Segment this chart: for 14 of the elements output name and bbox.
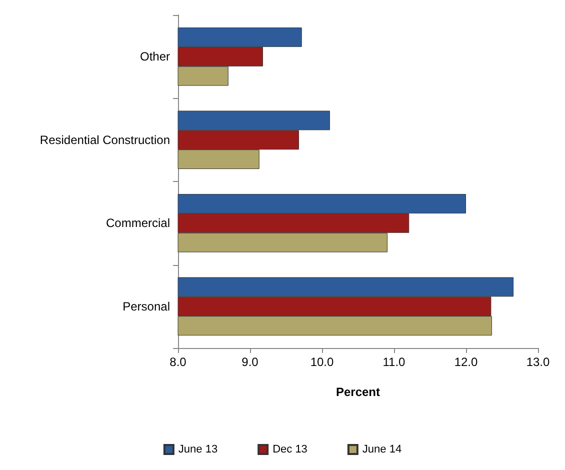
x-axis-title: Percent: [336, 385, 380, 399]
x-tick-label: 10.0: [310, 355, 334, 369]
x-tick-label: 12.0: [454, 355, 478, 369]
legend-label: June 14: [362, 444, 402, 456]
y-tick-label: Other: [140, 50, 170, 64]
y-tick-label: Commercial: [106, 216, 170, 230]
x-tick-label: 11.0: [382, 355, 406, 369]
x-tick-label: 13.0: [526, 355, 550, 369]
x-tick-label: 9.0: [242, 355, 259, 369]
y-tick-label: Residential Construction: [40, 132, 170, 147]
legend-label: June 13: [178, 444, 218, 456]
y-tick-label: Personal: [122, 299, 170, 314]
legend-label: Dec 13: [272, 444, 308, 456]
x-tick-label: 8.0: [170, 355, 187, 369]
